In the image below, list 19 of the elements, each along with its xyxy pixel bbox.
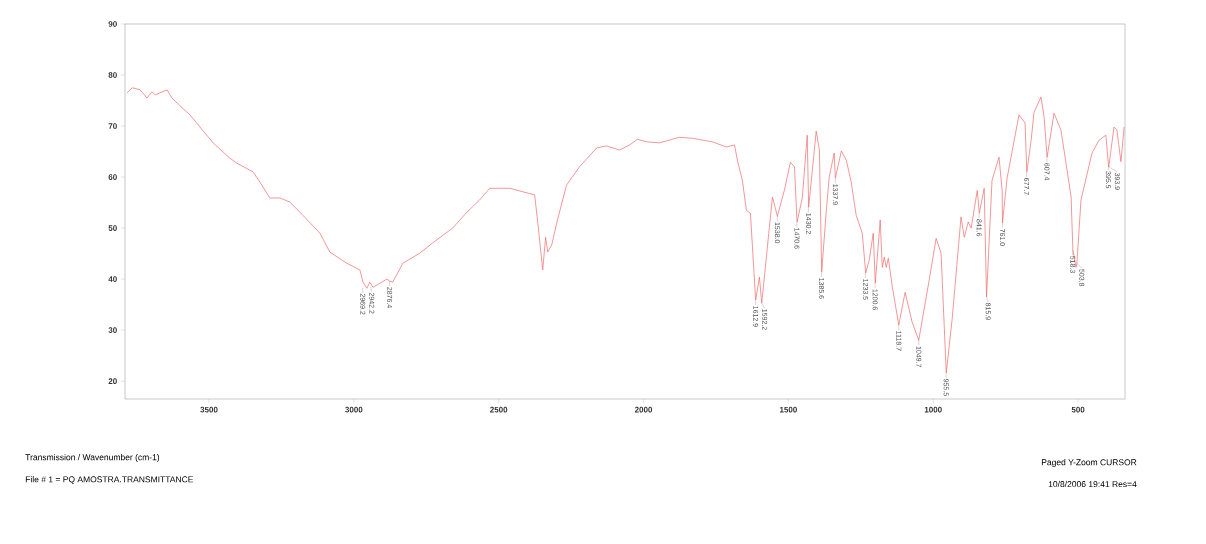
x-tick-label: 3000 bbox=[345, 406, 363, 413]
y-tick-label: 80 bbox=[108, 72, 117, 78]
x-tick-label: 3500 bbox=[200, 406, 218, 413]
y-tick-label: 30 bbox=[108, 327, 117, 333]
x-tick-label: 2000 bbox=[634, 406, 653, 413]
text: 10/8/2006 19:41 Res=4 bbox=[1048, 480, 1137, 488]
x-tick-label: 1500 bbox=[779, 406, 797, 413]
text: Paged Y-Zoom CURSOR bbox=[1041, 459, 1137, 467]
y-tick-label: 60 bbox=[108, 174, 117, 180]
y-tick-label: 90 bbox=[108, 21, 117, 27]
y-tick-label: 20 bbox=[108, 378, 117, 384]
x-tick-label: 2500 bbox=[490, 406, 508, 413]
y-tick-label: 50 bbox=[108, 225, 117, 231]
x-tick-label: 500 bbox=[1071, 406, 1085, 413]
y-tick-label: 70 bbox=[108, 123, 117, 129]
x-tick-label: 1000 bbox=[924, 406, 942, 413]
y-tick-label: 40 bbox=[108, 276, 117, 282]
text: Transmission / Wavenumber (cm-1) bbox=[25, 454, 160, 462]
text: File # 1 = PQ AMOSTRA.TRANSMITTANCE bbox=[25, 476, 194, 484]
